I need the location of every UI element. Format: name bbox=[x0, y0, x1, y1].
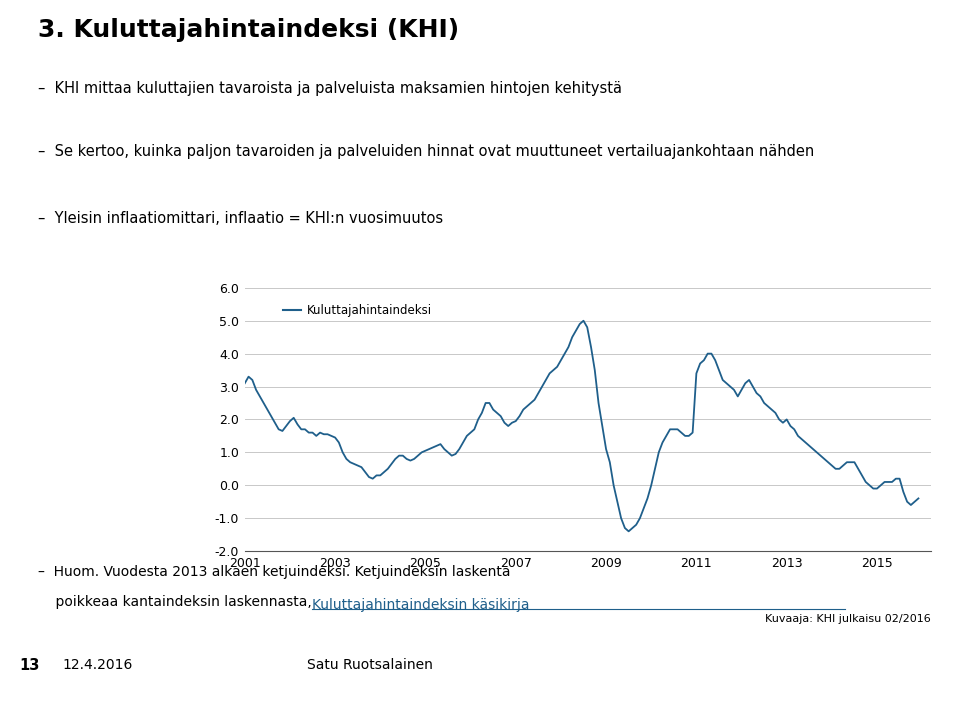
Text: 3. Kuluttajahintaindeksi (KHI): 3. Kuluttajahintaindeksi (KHI) bbox=[38, 18, 460, 41]
Text: 13: 13 bbox=[19, 658, 39, 673]
Text: 12.4.2016: 12.4.2016 bbox=[62, 658, 132, 673]
Text: –  Huom. Vuodesta 2013 alkaen ketjuindeksi. Ketjuindeksin laskenta: – Huom. Vuodesta 2013 alkaen ketjuindeks… bbox=[38, 565, 511, 579]
Text: Kuvaaja: KHI julkaisu 02/2016: Kuvaaja: KHI julkaisu 02/2016 bbox=[765, 614, 931, 624]
Text: Kuluttajahintaindeksin käsikirja: Kuluttajahintaindeksin käsikirja bbox=[312, 598, 530, 612]
Text: Satu Ruotsalainen: Satu Ruotsalainen bbox=[307, 658, 433, 673]
Legend: Kuluttajahintaindeksi: Kuluttajahintaindeksi bbox=[278, 299, 437, 322]
Text: –  Se kertoo, kuinka paljon tavaroiden ja palveluiden hinnat ovat muuttuneet ver: – Se kertoo, kuinka paljon tavaroiden ja… bbox=[38, 144, 815, 159]
Text: poikkeaa kantaindeksin laskennasta,: poikkeaa kantaindeksin laskennasta, bbox=[38, 595, 317, 609]
Text: –  Yleisin inflaatiomittari, inflaatio = KHI:n vuosimuutos: – Yleisin inflaatiomittari, inflaatio = … bbox=[38, 211, 444, 225]
Text: –  KHI mittaa kuluttajien tavaroista ja palveluista maksamien hintojen kehitystä: – KHI mittaa kuluttajien tavaroista ja p… bbox=[38, 81, 622, 95]
